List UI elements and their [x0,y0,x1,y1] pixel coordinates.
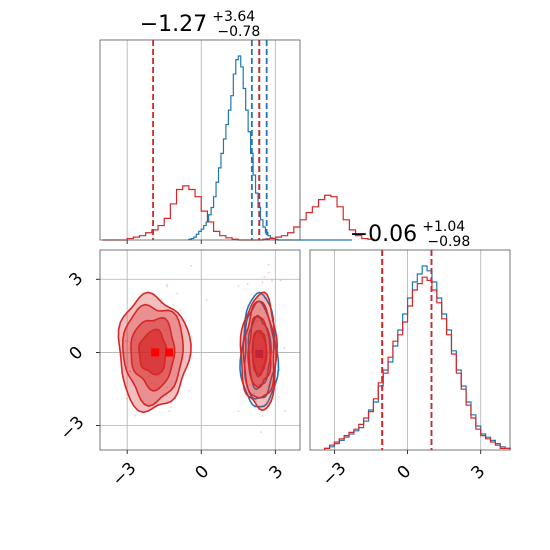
scatter-point [129,370,132,373]
x-tick-label: 3 [266,462,288,484]
scatter-point [257,319,260,322]
scatter-point [237,410,240,413]
panel-title-param-2: −0.06 +1.04 −0.98 [350,216,471,250]
scatter-point [166,285,168,288]
scatter-point [134,338,137,341]
plot-area [96,250,300,454]
scatter-point [265,334,268,337]
scatter-point [158,374,161,377]
scatter-point [250,365,253,368]
scatter-point [166,283,169,286]
scatter-point [261,281,264,284]
marginal-panel-param-2: −0.06 +1.04 −0.98 [309,216,511,454]
scatter-point [271,279,273,282]
x-tick-label: −3 [319,459,351,491]
scatter-point [176,292,179,295]
scatter-point [246,333,249,336]
scatter-point [262,328,265,331]
scatter-point [165,328,167,331]
scatter-point [253,392,256,395]
scatter-point [190,265,192,267]
contour-level [247,314,272,391]
scatter-point [125,397,128,400]
y-tick-label: 3 [66,269,88,291]
scatter-point [128,370,131,373]
scatter-point [283,409,286,412]
scatter-point [279,279,282,282]
histogram-step [102,185,375,241]
scatter-point [134,414,137,417]
panel-title-param-1: −1.27 +3.64 −0.78 [140,6,261,40]
scatter-point [179,309,182,312]
plot-area [102,40,375,244]
x-tick-label: 0 [394,462,416,484]
scatter-point [128,347,131,350]
scatter-point [150,382,153,385]
scatter-point [188,389,191,392]
x-tick-label: 3 [468,462,490,484]
plus-err: +1.04 [422,219,465,235]
histogram-step [324,276,511,450]
peak-marker [165,348,174,357]
scatter-point [257,297,260,300]
scatter-point [261,415,264,417]
peak-marker [151,348,160,357]
scatter-point [148,375,150,378]
median: −0.06 [350,222,417,247]
scatter-point [126,340,129,342]
scatter-point [258,308,261,311]
scatter-point [172,304,175,307]
scatter-point [166,386,168,389]
scatter-point [156,375,159,377]
scatter-point [166,333,169,336]
marginal-panel-param-1: −1.27 +3.64 −0.78 [99,6,375,244]
scatter-point [251,313,254,316]
scatter-point [267,271,270,274]
scatter-point [263,276,266,278]
scatter-point [237,284,240,287]
minus-err: −0.98 [427,234,470,250]
scatter-point [255,320,258,323]
panel-frame [99,249,301,451]
scatter-point [124,340,127,342]
scatter-point [277,396,280,399]
scatter-point [249,350,252,353]
histogram-step [324,265,511,450]
scatter-point [267,263,270,266]
scatter-point [170,406,173,409]
scatter-point [205,299,208,301]
scatter-point [259,431,262,433]
contour-level [252,329,268,377]
scatter-point [283,347,286,349]
panel-frame [309,249,511,451]
y-tick-label: 0 [66,343,88,365]
plus-err: +3.64 [212,9,255,25]
scatter-point [258,328,261,331]
y-tick-label: −3 [57,413,89,445]
histogram-step [188,55,352,241]
scatter-point [263,317,266,319]
median: −1.27 [140,12,207,37]
x-tick-label: −3 [109,459,141,491]
joint-panel [96,249,301,454]
x-tick-label: 0 [192,462,214,484]
scatter-point [160,298,163,301]
scatter-point [248,384,251,386]
scatter-point [246,283,249,285]
minus-err: −0.78 [217,24,260,40]
scatter-point [154,383,156,386]
scatter-point [168,410,171,412]
scatter-point [249,349,252,351]
scatter-point [256,383,259,386]
panel-frame [99,39,301,241]
plot-area [324,250,511,454]
scatter-point [165,394,168,397]
scatter-point [261,377,264,380]
